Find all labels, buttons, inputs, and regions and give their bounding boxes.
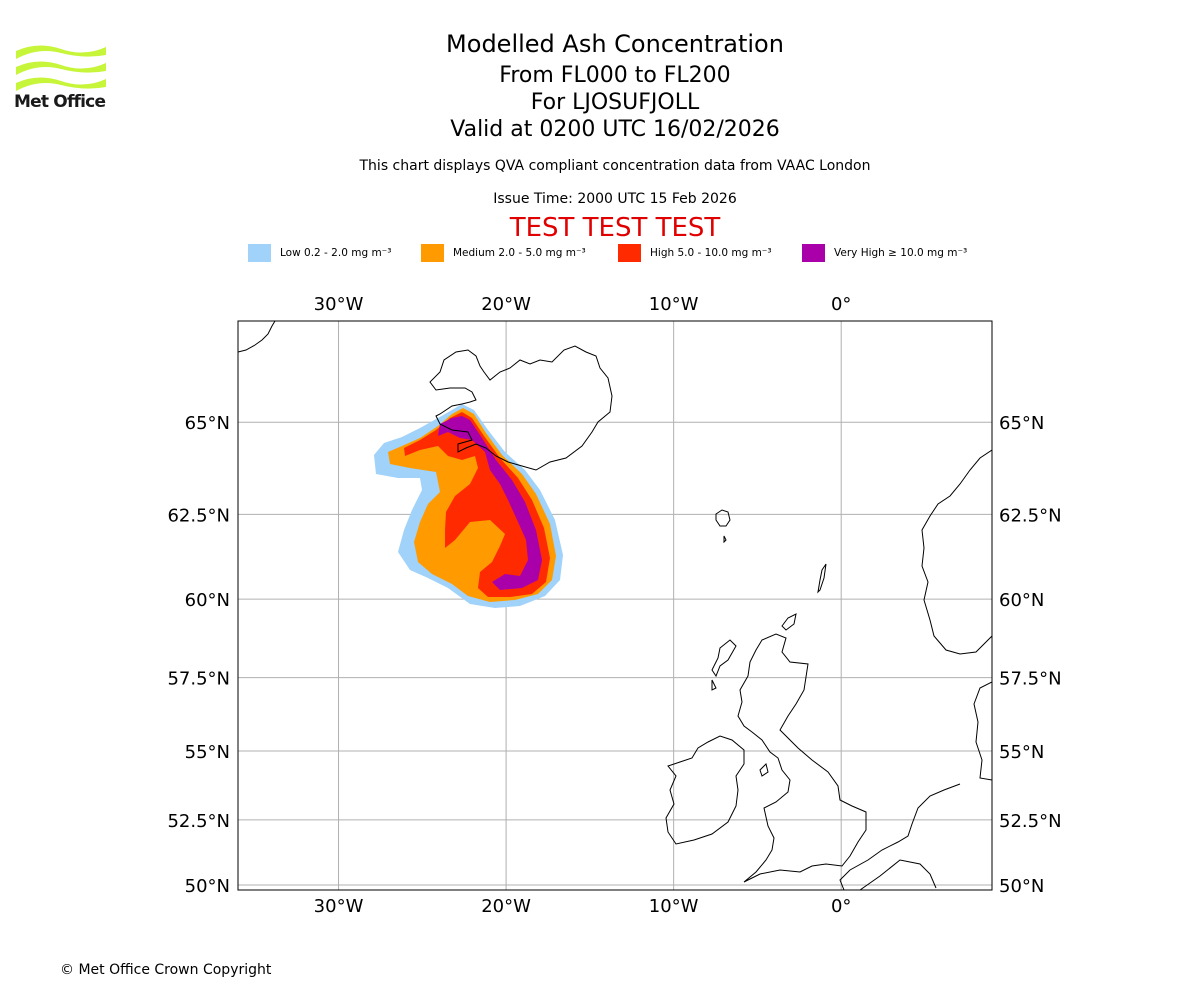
ash-plume — [374, 404, 563, 608]
map-border — [237, 320, 993, 891]
longitude-tick-top: 0° — [831, 294, 851, 315]
test-banner: TEST TEST TEST — [509, 213, 721, 243]
great-britain-coast — [737, 633, 867, 883]
flight-levels: From FL000 to FL200 — [499, 63, 731, 88]
chart-title: Modelled Ash Concentration — [446, 30, 784, 58]
legend-swatch-high — [618, 244, 641, 262]
faroe-coast — [715, 509, 731, 527]
legend-swatch-low — [248, 244, 271, 262]
isle-of-man-coast — [759, 763, 769, 777]
latitude-tick-right: 50°N — [999, 876, 1044, 897]
legend-item-medium: Medium 2.0 - 5.0 mg m⁻³ — [421, 244, 586, 262]
orkney-coast — [781, 613, 797, 631]
latitude-tick-right: 57.5°N — [999, 669, 1062, 690]
legend-item-very-high: Very High ≥ 10.0 mg m⁻³ — [802, 244, 967, 262]
hebrides-coast — [711, 639, 737, 678]
latitude-tick-left: 57.5°N — [167, 669, 230, 690]
legend-label-medium: Medium 2.0 - 5.0 mg m⁻³ — [453, 247, 586, 259]
latitude-tick-left: 60°N — [185, 590, 230, 611]
faroe-coast-small — [723, 535, 727, 544]
latitude-tick-right: 55°N — [999, 742, 1044, 763]
france-coast — [859, 859, 937, 890]
longitude-tick-bottom: 30°W — [314, 896, 364, 917]
greenland-coast — [238, 321, 276, 353]
netherlands-coast — [839, 783, 961, 890]
longitude-tick-top: 10°W — [649, 294, 699, 315]
legend-item-high: High 5.0 - 10.0 mg m⁻³ — [618, 244, 772, 262]
volcano-name: For LJOSUFJOLL — [530, 90, 700, 115]
map-tick-labels: 30°W 30°W 20°W 20°W 10°W 10°W 0° 0° 65°N 65°N 62.5… — [167, 294, 1061, 917]
denmark-coast — [973, 681, 992, 781]
latitude-tick-left: 62.5°N — [167, 505, 230, 526]
norway-coast — [921, 449, 992, 655]
iceland-coast — [429, 345, 613, 471]
latitude-tick-right: 62.5°N — [999, 505, 1062, 526]
legend-swatch-medium — [421, 244, 444, 262]
coastlines — [238, 321, 992, 890]
latitude-tick-right: 60°N — [999, 590, 1044, 611]
legend-label-high: High 5.0 - 10.0 mg m⁻³ — [650, 247, 772, 259]
longitude-tick-top: 30°W — [314, 294, 364, 315]
valid-time: Valid at 0200 UTC 16/02/2026 — [450, 117, 780, 142]
ireland-coast — [665, 735, 745, 845]
longitude-tick-bottom: 10°W — [649, 896, 699, 917]
latitude-tick-right: 52.5°N — [999, 811, 1062, 832]
map-frame-bg — [238, 321, 992, 890]
copyright: © Met Office Crown Copyright — [60, 962, 272, 978]
met-office-logo-icon — [16, 45, 106, 91]
ash-high-region — [404, 412, 550, 597]
legend-label-low: Low 0.2 - 2.0 mg m⁻³ — [280, 247, 392, 259]
latitude-tick-left: 50°N — [185, 876, 230, 897]
latitude-tick-left: 52.5°N — [167, 811, 230, 832]
legend-label-very-high: Very High ≥ 10.0 mg m⁻³ — [834, 247, 968, 259]
legend-item-low: Low 0.2 - 2.0 mg m⁻³ — [248, 244, 391, 262]
chart-description: This chart displays QVA compliant concen… — [359, 158, 871, 174]
hebrides-coast-south — [711, 679, 717, 691]
met-office-logo-text: Met Office — [14, 92, 106, 112]
longitude-tick-bottom: 0° — [831, 896, 851, 917]
latitude-tick-right: 65°N — [999, 413, 1044, 434]
latitude-tick-left: 65°N — [185, 413, 230, 434]
legend-swatch-very-high — [802, 244, 825, 262]
shetland-coast — [817, 563, 827, 594]
longitude-tick-bottom: 20°W — [481, 896, 531, 917]
latitude-tick-left: 55°N — [185, 742, 230, 763]
longitude-tick-top: 20°W — [481, 294, 531, 315]
issue-time: Issue Time: 2000 UTC 15 Feb 2026 — [493, 191, 737, 207]
